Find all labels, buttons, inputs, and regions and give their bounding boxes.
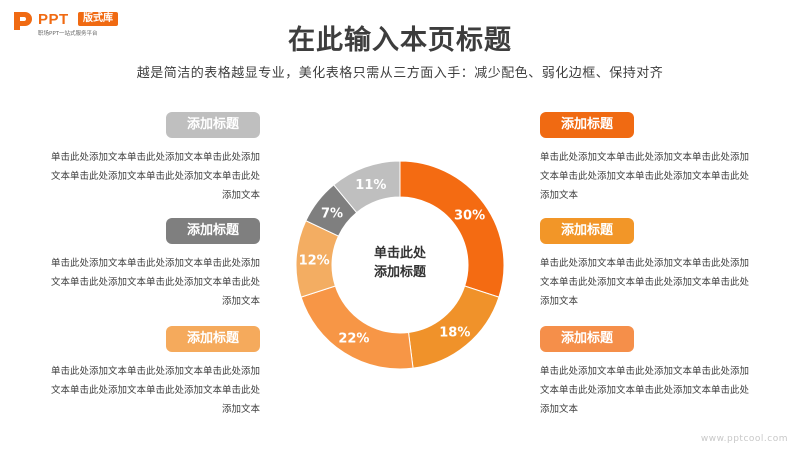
page-subtitle: 越是简洁的表格越显专业，美化表格只需从三方面入手：减少配色、弱化边框、保持对齐	[136, 66, 664, 81]
donut-slice-1	[399, 160, 505, 298]
donut-center-label: 单击此处 添加标题	[290, 244, 510, 282]
donut-slice-label-3: 22%	[338, 332, 369, 347]
donut-slice-3	[300, 285, 414, 370]
ppt-logo-icon	[14, 12, 32, 30]
page-title: 在此输入本页标题	[288, 25, 512, 56]
left-item-2-title: 添加标题	[166, 218, 260, 244]
left-item-3: 添加标题 单击此处添加文本单击此处添加文本单击此处添加文本单击此处添加文本单击此…	[50, 326, 260, 419]
donut-slice-label-4: 12%	[299, 254, 330, 269]
donut-chart: 30% 18% 22% 12% 7% 11%	[295, 160, 505, 370]
logo-word: PPT	[38, 11, 69, 28]
donut-slice-label-6: 11%	[355, 178, 386, 193]
right-item-3: 添加标题 单击此处添加文本单击此处添加文本单击此处添加文本单击此处添加文本单击此…	[540, 326, 750, 419]
donut-slice-6	[333, 160, 401, 214]
donut-center-line-2: 添加标题	[373, 265, 426, 280]
left-item-3-text: 单击此处添加文本单击此处添加文本单击此处添加文本单击此处添加文本单击此处添加文本…	[50, 366, 260, 415]
donut-slice-label-2: 18%	[439, 325, 470, 340]
right-item-2: 添加标题 单击此处添加文本单击此处添加文本单击此处添加文本单击此处添加文本单击此…	[540, 218, 750, 311]
right-item-2-text: 单击此处添加文本单击此处添加文本单击此处添加文本单击此处添加文本单击此处添加文本…	[540, 258, 750, 307]
donut-slice-label-5: 7%	[321, 206, 343, 221]
left-item-2-text: 单击此处添加文本单击此处添加文本单击此处添加文本单击此处添加文本单击此处添加文本…	[50, 258, 260, 307]
left-item-1-text: 单击此处添加文本单击此处添加文本单击此处添加文本单击此处添加文本单击此处添加文本…	[50, 152, 260, 201]
right-item-3-text: 单击此处添加文本单击此处添加文本单击此处添加文本单击此处添加文本单击此处添加文本…	[540, 366, 750, 415]
right-item-1-title: 添加标题	[540, 112, 634, 138]
donut-slice-label-1: 30%	[454, 208, 485, 223]
logo-badge: 版式库	[78, 12, 118, 26]
brand-logo: PPT 版式库 职场PPT一站式服务平台	[12, 10, 162, 37]
watermark: www.pptcool.com	[700, 434, 788, 444]
left-item-1: 添加标题 单击此处添加文本单击此处添加文本单击此处添加文本单击此处添加文本单击此…	[50, 112, 260, 205]
right-item-1: 添加标题 单击此处添加文本单击此处添加文本单击此处添加文本单击此处添加文本单击此…	[540, 112, 750, 205]
right-item-1-text: 单击此处添加文本单击此处添加文本单击此处添加文本单击此处添加文本单击此处添加文本…	[540, 152, 750, 201]
left-item-3-title: 添加标题	[166, 326, 260, 352]
left-item-1-title: 添加标题	[166, 112, 260, 138]
right-item-2-title: 添加标题	[540, 218, 634, 244]
logo-tagline: 职场PPT一站式服务平台	[38, 31, 98, 37]
right-item-3-title: 添加标题	[540, 326, 634, 352]
donut-center-line-1: 单击此处	[373, 246, 426, 261]
left-item-2: 添加标题 单击此处添加文本单击此处添加文本单击此处添加文本单击此处添加文本单击此…	[50, 218, 260, 311]
